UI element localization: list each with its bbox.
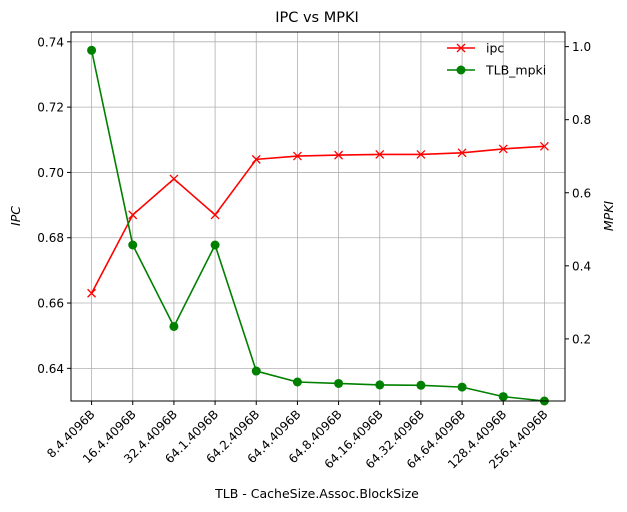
legend-label: TLB_mpki: [485, 63, 546, 78]
ipc-point: [210, 210, 220, 220]
left-tick-label: 0.70: [37, 166, 64, 180]
right-tick-label: 1.0: [572, 40, 591, 54]
right-tick-label: 0.2: [572, 332, 591, 346]
tlb-mpki-point: [169, 321, 179, 331]
tlb-mpki-line: [90, 50, 545, 402]
x-axis-label: TLB - CacheSize.Assoc.BlockSize: [214, 486, 419, 501]
tlb-mpki-point: [416, 380, 426, 390]
right-axis-ticks: 0.2 0.4 0.6 0.8 1.0: [565, 40, 591, 346]
plot-frame: [70, 31, 566, 402]
left-axis-ticks: 0.64 0.66 0.68 0.70 0.72 0.74: [37, 35, 71, 376]
ipc-point: [375, 149, 385, 159]
ipc-point: [498, 144, 508, 154]
series-layer: [87, 45, 549, 406]
left-tick-label: 0.72: [37, 101, 64, 115]
left-tick-label: 0.68: [37, 231, 64, 245]
grid: [71, 32, 565, 401]
ipc-point: [251, 154, 261, 164]
tlb-mpki-point: [251, 366, 261, 376]
legend-marker: [456, 43, 466, 53]
ipc-point: [87, 288, 97, 298]
right-tick-label: 0.8: [572, 113, 591, 127]
legend-label: ipc: [486, 41, 504, 56]
ipc-point: [334, 150, 344, 160]
right-tick-label: 0.6: [572, 186, 591, 200]
right-axis-label: MPKI: [601, 201, 616, 232]
ipc-point: [292, 151, 302, 161]
ipc-line: [90, 145, 545, 294]
ipc-point: [128, 210, 138, 220]
chart-title: IPC vs MPKI: [275, 10, 359, 26]
ipc-point: [539, 141, 549, 151]
tlb-mpki-point: [128, 240, 138, 250]
legend-marker: [456, 65, 466, 75]
tlb-mpki-point: [457, 382, 467, 392]
tlb-mpki-point: [292, 377, 302, 387]
tlb-mpki-point: [498, 392, 508, 402]
left-tick-label: 0.74: [37, 35, 64, 49]
ipc-point: [457, 148, 467, 158]
tlb-mpki-point: [334, 378, 344, 388]
right-tick-label: 0.4: [572, 259, 591, 273]
ipc-point: [169, 174, 179, 184]
left-axis-label: IPC: [8, 206, 23, 226]
left-tick-label: 0.66: [37, 297, 64, 311]
tlb-mpki-point: [375, 380, 385, 390]
tlb-mpki-point: [87, 45, 97, 55]
left-tick-label: 0.64: [37, 362, 64, 376]
tlb-mpki-point: [210, 240, 220, 250]
ipc-point: [416, 149, 426, 159]
legend: ipc TLB_mpki: [447, 41, 546, 78]
